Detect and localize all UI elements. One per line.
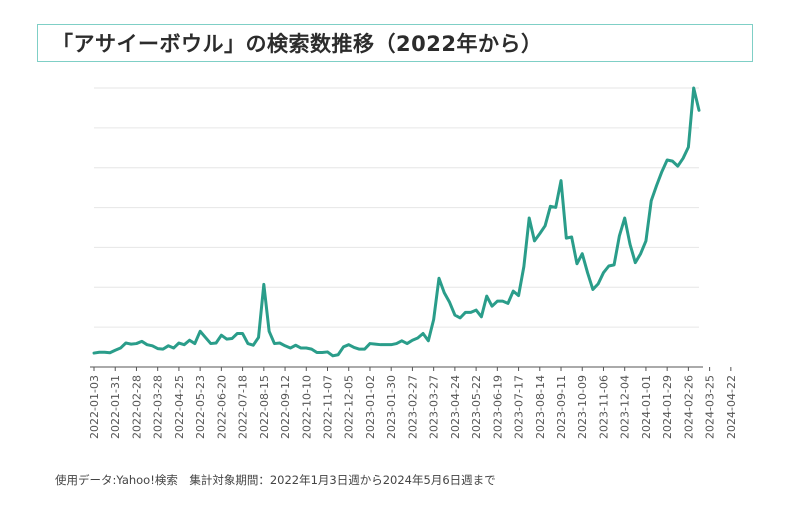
- x-tick-label: 2024-02-26: [682, 375, 695, 439]
- x-tick-label: 2023-09-11: [555, 375, 568, 439]
- x-tick-label: 2022-05-23: [194, 375, 207, 439]
- x-tick-label: 2023-07-17: [513, 375, 526, 439]
- x-tick-label: 2023-12-04: [619, 375, 632, 439]
- x-tick-label: 2022-08-15: [258, 375, 271, 439]
- x-tick-label: 2023-01-30: [385, 375, 398, 439]
- x-tick-label: 2022-01-31: [109, 375, 122, 439]
- x-tick-label: 2023-05-22: [470, 375, 483, 439]
- x-tick-label: 2023-11-06: [597, 375, 610, 439]
- x-tick-label: 2024-03-25: [704, 375, 717, 439]
- x-tick-label: 2022-09-12: [279, 375, 292, 439]
- series-line: [92, 86, 701, 358]
- x-tick-label: 2023-03-27: [428, 375, 441, 439]
- x-tick-label: 2024-01-29: [661, 375, 674, 439]
- x-tick-label: 2023-10-09: [576, 375, 589, 439]
- x-tick-label: 2022-03-28: [152, 375, 165, 439]
- x-tick-label: 2024-01-01: [640, 375, 653, 439]
- x-tick-label: 2022-06-20: [215, 375, 228, 439]
- chart-title: 「アサイーボウル」の検索数推移（2022年から）: [52, 32, 543, 56]
- x-tick-label: 2023-01-02: [364, 375, 377, 439]
- x-tick-label: 2024-04-22: [725, 375, 738, 439]
- footnote: 使用データ:Yahoo!検索 集計対象期間：2022年1月3日週から2024年5…: [55, 473, 496, 487]
- x-tick-label: 2023-08-14: [534, 375, 547, 439]
- x-tick-label: 2022-12-05: [343, 375, 356, 439]
- x-tick-label: 2022-04-25: [173, 375, 186, 439]
- x-tick-label: 2022-10-10: [300, 375, 313, 439]
- x-tick-label: 2022-11-07: [322, 375, 335, 439]
- x-tick-label: 2023-02-27: [406, 375, 419, 439]
- x-tick-label: 2022-01-03: [88, 375, 101, 439]
- line-chart: 2022-01-03 2022-01-31 2022-02-28 2022-03-28…: [88, 86, 738, 439]
- title-box: 「アサイーボウル」の検索数推移（2022年から）: [37, 24, 753, 62]
- x-tick-label: 2023-06-19: [491, 375, 504, 439]
- x-tick-label: 2022-07-18: [237, 375, 250, 439]
- x-tick-label: 2022-02-28: [130, 375, 143, 439]
- x-tick-label: 2023-04-24: [449, 375, 462, 439]
